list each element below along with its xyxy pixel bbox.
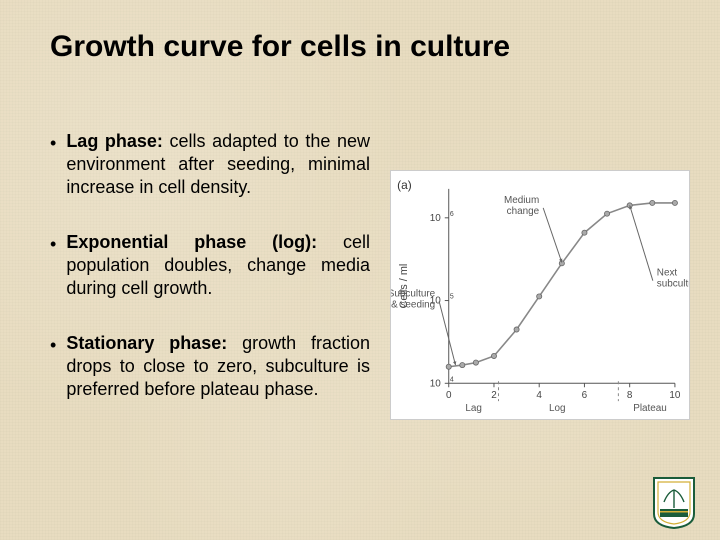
svg-text:Lag: Lag (465, 403, 482, 414)
chart-svg: (a)104105106Cells / ml0246810LagLogPlate… (391, 171, 689, 419)
svg-text:(a): (a) (397, 178, 412, 192)
bullet-list: • Lag phase: cells adapted to the new en… (50, 130, 370, 433)
svg-text:6: 6 (582, 390, 588, 401)
bullet-item: • Exponential phase (log): cell populati… (50, 231, 370, 300)
svg-text:8: 8 (627, 390, 633, 401)
bullet-label: Stationary phase: (66, 333, 227, 353)
svg-text:Subculture: Subculture (391, 288, 436, 299)
svg-text:5: 5 (450, 294, 454, 301)
bullet-label: Lag phase: (66, 131, 163, 151)
bullet-item: • Stationary phase: growth fraction drop… (50, 332, 370, 401)
growth-curve-chart: (a)104105106Cells / ml0246810LagLogPlate… (390, 170, 690, 420)
svg-text:& seeding: & seeding (391, 299, 435, 310)
bullet-dot-icon: • (50, 132, 56, 155)
svg-text:10: 10 (430, 378, 442, 389)
university-logo-icon (650, 474, 698, 530)
bullet-dot-icon: • (50, 334, 56, 357)
bullet-text: Stationary phase: growth fraction drops … (66, 332, 370, 401)
bullet-item: • Lag phase: cells adapted to the new en… (50, 130, 370, 199)
svg-text:change: change (507, 206, 540, 217)
bullet-dot-icon: • (50, 233, 56, 256)
bullet-text: Lag phase: cells adapted to the new envi… (66, 130, 370, 199)
svg-text:0: 0 (446, 390, 452, 401)
logo-svg (650, 474, 698, 530)
svg-text:Log: Log (549, 403, 566, 414)
svg-text:4: 4 (450, 376, 454, 383)
svg-text:4: 4 (536, 390, 542, 401)
svg-text:2: 2 (491, 390, 497, 401)
svg-text:Medium: Medium (504, 195, 539, 206)
svg-text:10: 10 (430, 213, 442, 224)
bullet-label: Exponential phase (log): (66, 232, 317, 252)
svg-text:subculture: subculture (657, 279, 689, 290)
svg-text:Next: Next (657, 268, 678, 279)
title-text: Growth curve for cells in culture (50, 30, 510, 63)
page-title: Growth curve for cells in culture (50, 30, 690, 64)
svg-text:10: 10 (669, 390, 681, 401)
svg-text:6: 6 (450, 211, 454, 218)
svg-text:Plateau: Plateau (633, 403, 667, 414)
bullet-text: Exponential phase (log): cell population… (66, 231, 370, 300)
